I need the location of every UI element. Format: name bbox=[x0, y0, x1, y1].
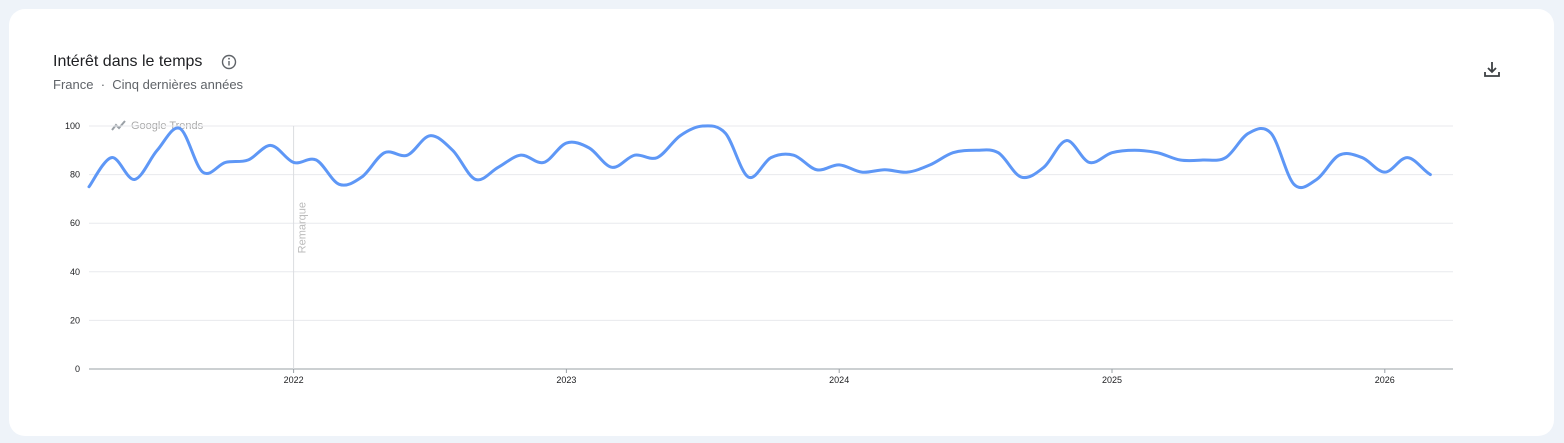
x-tick-label: 2026 bbox=[1375, 375, 1395, 385]
annotation-label: Remarque bbox=[297, 202, 309, 253]
title: Intérêt dans le temps bbox=[53, 53, 203, 70]
x-tick-label: 2025 bbox=[1102, 375, 1122, 385]
y-tick-label: 40 bbox=[70, 267, 80, 277]
x-tick-label: 2024 bbox=[829, 375, 849, 385]
subtitle: France · Cinq dernières années bbox=[53, 77, 244, 92]
y-tick-label: 60 bbox=[70, 218, 80, 228]
info-icon[interactable] bbox=[221, 54, 237, 70]
y-tick-label: 80 bbox=[70, 170, 80, 180]
download-icon[interactable] bbox=[1484, 62, 1500, 77]
x-tick-label: 2022 bbox=[284, 375, 304, 385]
y-tick-label: 0 bbox=[75, 364, 80, 374]
y-tick-label: 20 bbox=[70, 315, 80, 325]
x-tick-label: 2023 bbox=[556, 375, 576, 385]
card bbox=[9, 9, 1554, 436]
region: France bbox=[53, 77, 94, 92]
series-line bbox=[87, 124, 1432, 189]
y-tick-label: 100 bbox=[65, 121, 80, 131]
period: Cinq dernières années bbox=[112, 77, 244, 92]
